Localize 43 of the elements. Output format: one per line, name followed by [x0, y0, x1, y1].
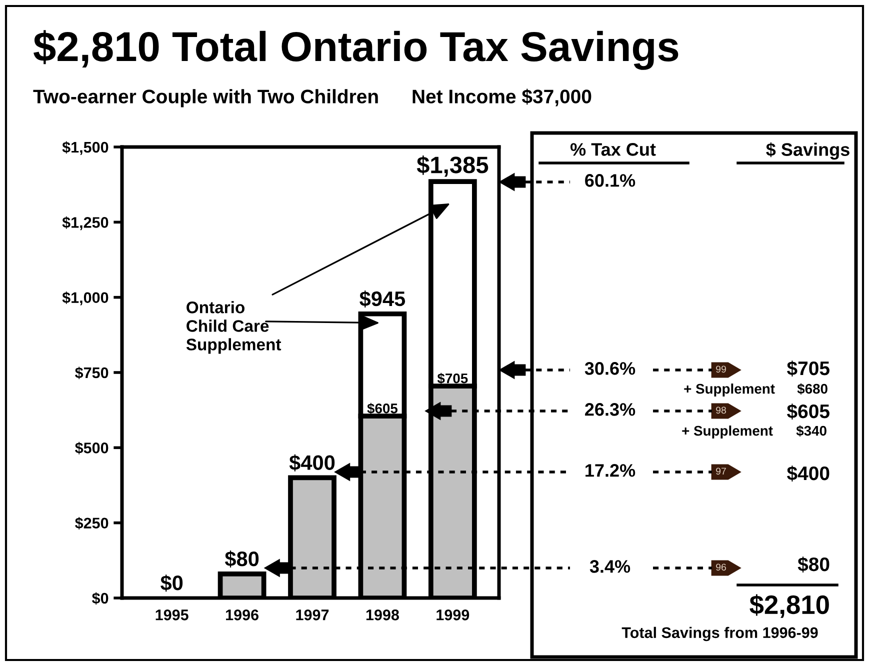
text: Total Savings from 1996-99: [622, 626, 818, 642]
data-label: $705: [437, 372, 468, 384]
text: $400: [787, 466, 830, 482]
text: $705: [787, 360, 830, 376]
x-tick-label: 1999: [436, 610, 470, 620]
y-tick-label: $500: [75, 442, 108, 454]
text: % Tax Cut: [570, 143, 656, 156]
y-tick-label: $750: [75, 366, 108, 380]
x-tick-label: 1995: [156, 610, 188, 620]
text: 97: [716, 468, 726, 475]
text: $80: [798, 556, 830, 572]
y-tick-label: $1,250: [62, 216, 108, 230]
total-label: $400: [289, 454, 335, 472]
text: 96: [716, 564, 726, 571]
text: 99: [716, 366, 726, 373]
data-label: $605: [367, 402, 398, 414]
text: 17.2%: [586, 464, 636, 477]
y-tick-label: $1,000: [62, 292, 108, 306]
text: $ Savings: [766, 142, 850, 160]
x-tick-label: 1998: [366, 610, 399, 620]
total-label: $1,385: [416, 156, 488, 177]
annotation: Ontario Child Care Supplement: [186, 301, 282, 354]
x-tick-label: 1996: [226, 610, 258, 620]
chart-subtitle: Two-earner Couple with Two Children Net Income $37,000: [33, 88, 592, 108]
total-label: $80: [224, 550, 259, 568]
text: + Supplement: [682, 426, 773, 438]
text: 3.4%: [590, 560, 630, 573]
text: $680: [797, 383, 828, 395]
y-tick-label: $0: [92, 592, 108, 605]
y-tick-label: $250: [75, 517, 108, 530]
total-label: $0: [160, 574, 183, 592]
y-tick-label: $1,500: [62, 141, 108, 155]
text: + Supplement: [684, 384, 775, 396]
x-tick-label: 1997: [296, 610, 329, 620]
text: $2,810: [750, 594, 829, 618]
text: 30.6%: [584, 362, 636, 375]
total-label: $945: [360, 290, 406, 308]
text: 26.3%: [585, 403, 636, 416]
text: 60.1%: [585, 174, 636, 187]
text: 98: [716, 406, 726, 414]
text: $340: [796, 425, 826, 437]
text: $605: [787, 404, 830, 420]
chart-title: $2,810 Total Ontario Tax Savings: [34, 30, 678, 70]
